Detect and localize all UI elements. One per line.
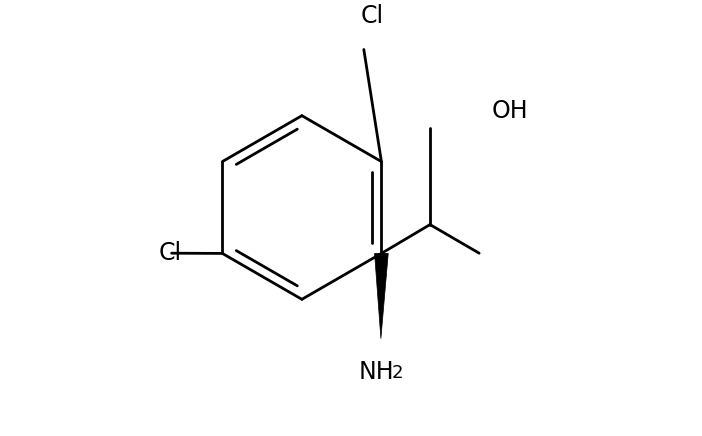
Polygon shape	[375, 253, 388, 339]
Text: Cl: Cl	[159, 241, 182, 265]
Text: NH: NH	[359, 360, 395, 384]
Text: Cl: Cl	[361, 4, 384, 28]
Text: OH: OH	[492, 99, 529, 123]
Text: 2: 2	[392, 364, 403, 382]
